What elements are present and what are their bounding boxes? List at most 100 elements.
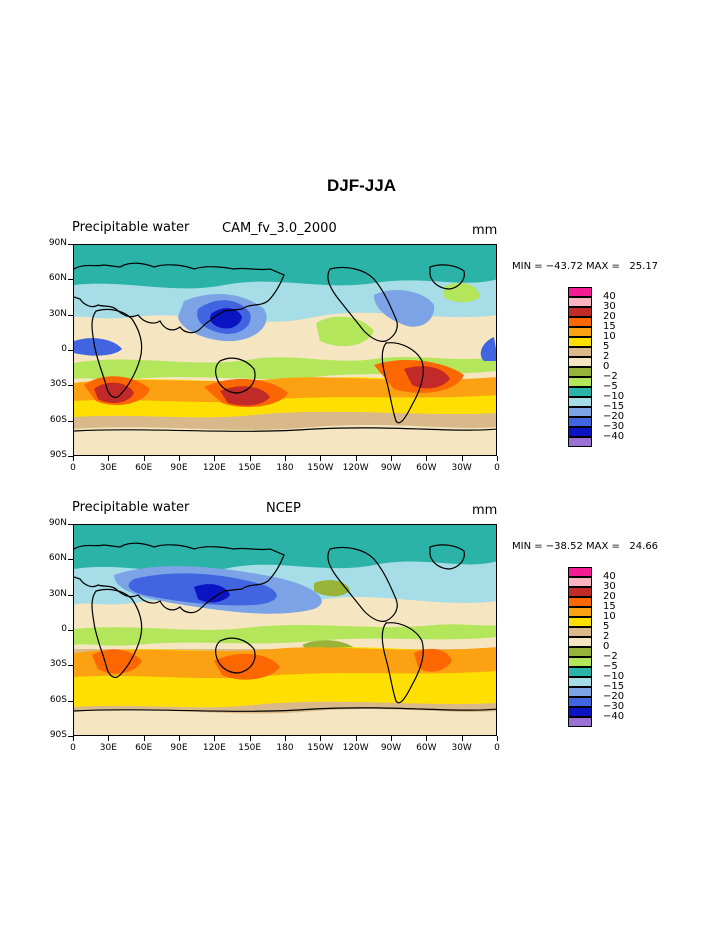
- lat-tick: [68, 456, 73, 457]
- lat-tick-label: 90N: [48, 238, 67, 248]
- lat-tick: [68, 594, 73, 596]
- legend-swatch: [568, 367, 592, 377]
- lon-tick-label: 30W: [451, 463, 472, 473]
- lat-tick: [68, 244, 73, 245]
- lon-tick-label: 60W: [416, 743, 437, 753]
- legend-label: 30: [603, 581, 616, 592]
- lat-tick-label: 30N: [48, 588, 67, 599]
- lon-tick-label: 0: [494, 463, 500, 473]
- lon-tick-label: 90E: [170, 743, 188, 753]
- legend-label: 5: [603, 621, 610, 632]
- legend-swatch: [568, 397, 592, 407]
- legend-label: −20: [603, 691, 625, 702]
- legend-label: 2: [603, 631, 610, 642]
- lat-tick-label: 90S: [49, 450, 67, 460]
- contour-band: [404, 366, 450, 389]
- legend-swatch: [568, 577, 592, 587]
- contour-band: [74, 245, 496, 289]
- legend-label: −5: [603, 661, 618, 672]
- lon-tick: [426, 736, 428, 741]
- legend-label: −10: [603, 671, 625, 682]
- coastline: [327, 546, 398, 622]
- lon-tick: [249, 736, 251, 741]
- legend-swatch: [568, 287, 592, 297]
- legend-label: −10: [603, 391, 625, 402]
- lon-tick: [461, 736, 463, 741]
- legend-swatch: [568, 637, 592, 647]
- lat-tick-label: 90S: [49, 730, 67, 740]
- max-label: MAX = 25.17: [586, 261, 659, 272]
- lat-tick: [68, 420, 73, 422]
- lat-tick-label: 0: [61, 624, 67, 634]
- contour-band: [314, 580, 350, 597]
- lon-tick: [143, 736, 145, 741]
- legend-swatch: [568, 587, 592, 597]
- min-label: MIN = −38.52: [512, 541, 583, 552]
- lat-tick: [68, 630, 73, 631]
- lon-tick-label: 150W: [307, 463, 334, 473]
- figure-title: DJF-JJA: [327, 176, 396, 195]
- legend-swatch: [568, 707, 592, 717]
- lon-tick: [497, 456, 498, 461]
- coastline: [74, 427, 496, 432]
- contour-band: [74, 709, 496, 735]
- coastline: [91, 308, 143, 398]
- contour-band: [220, 386, 270, 406]
- contour-band: [480, 337, 496, 361]
- legend-swatch: [568, 607, 592, 617]
- legend-swatch: [568, 617, 592, 627]
- map-plot: [73, 524, 497, 736]
- legend-label: −2: [603, 371, 618, 382]
- lon-tick-label: 180: [276, 743, 294, 753]
- contour-map: [74, 525, 496, 735]
- contour-band: [210, 308, 242, 329]
- lon-tick-label: 60E: [135, 743, 153, 753]
- coastline: [381, 342, 424, 424]
- contour-band: [374, 290, 435, 327]
- lon-tick: [497, 736, 498, 741]
- lon-tick-label: 30E: [99, 743, 117, 753]
- lon-tick: [108, 456, 110, 461]
- contour-band: [74, 647, 496, 679]
- lon-tick: [391, 736, 392, 741]
- legend-label: 10: [603, 331, 616, 342]
- contour-band: [74, 624, 496, 646]
- legend-label: 5: [603, 341, 610, 352]
- contour-band: [316, 316, 374, 347]
- lon-tick: [355, 456, 357, 461]
- map-plot: [73, 244, 497, 456]
- lat-tick: [68, 314, 73, 316]
- contour-band: [94, 382, 134, 403]
- panel-cam: Precipitable water CAM_fv_3.0_2000 mm 90…: [0, 216, 723, 496]
- legend-swatch: [568, 687, 592, 697]
- lon-tick-label: 60E: [135, 463, 153, 473]
- panel-variable-title: Precipitable water: [72, 220, 190, 235]
- lon-tick-label: 30W: [451, 743, 472, 753]
- coastline: [74, 707, 496, 712]
- legend-label: −40: [603, 711, 625, 722]
- lon-tick-label: 90E: [170, 463, 188, 473]
- lat-tick-label: 60S: [49, 414, 67, 425]
- legend-swatch: [568, 377, 592, 387]
- panel-units: mm: [472, 223, 498, 238]
- legend-label: −40: [603, 431, 625, 442]
- lon-tick: [108, 736, 110, 741]
- contour-map: [74, 245, 496, 455]
- contour-band: [74, 525, 496, 573]
- legend-swatch: [568, 387, 592, 397]
- legend-label: 10: [603, 611, 616, 622]
- coastline: [381, 622, 424, 704]
- legend-label: −30: [603, 421, 625, 432]
- lon-tick: [143, 456, 145, 461]
- lat-tick: [68, 559, 73, 561]
- lon-tick: [285, 736, 286, 741]
- lat-tick-label: 30S: [49, 379, 67, 390]
- legend-label: −30: [603, 701, 625, 712]
- lon-tick: [73, 456, 74, 461]
- lat-tick-label: 60S: [49, 694, 67, 705]
- legend-swatch: [568, 337, 592, 347]
- coastline: [215, 637, 256, 674]
- lon-tick: [426, 456, 428, 461]
- contour-band: [214, 653, 280, 680]
- lon-tick: [214, 456, 216, 461]
